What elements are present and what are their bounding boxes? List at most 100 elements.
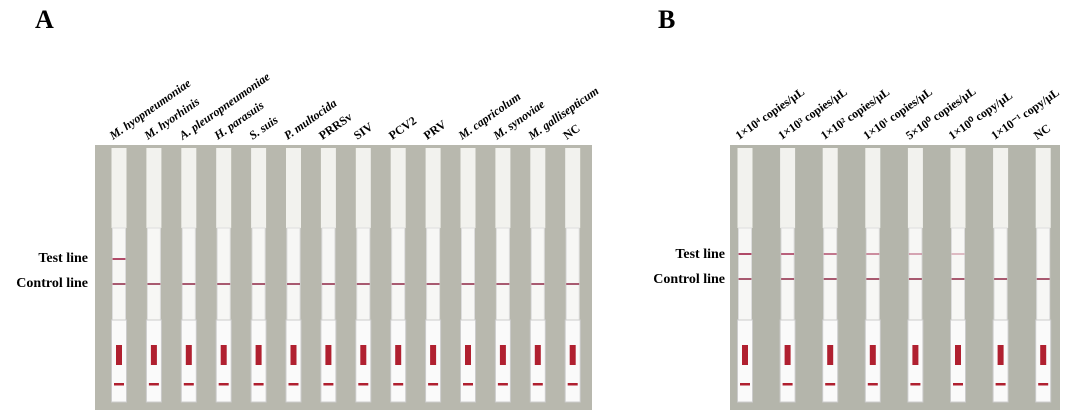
strip-pad (112, 148, 127, 228)
control-line (566, 283, 579, 285)
strip (113, 228, 126, 320)
max-mark (535, 345, 541, 365)
photo-background (95, 145, 592, 410)
max-line (825, 383, 835, 386)
control-line (462, 283, 475, 285)
max-mark (116, 345, 122, 365)
max-line (463, 383, 473, 386)
strip-pad (908, 148, 923, 228)
max-mark (827, 345, 833, 365)
max-line (498, 383, 508, 386)
control-line (866, 278, 879, 280)
strip (952, 228, 965, 320)
max-line (953, 383, 963, 386)
strip-pad (495, 148, 510, 228)
strip-pad (951, 148, 966, 228)
control-line (909, 278, 922, 280)
strip (462, 228, 475, 320)
strip-pad (321, 148, 336, 228)
strip (909, 228, 922, 320)
max-mark (360, 345, 366, 365)
max-mark (221, 345, 227, 365)
strip-pad (1036, 148, 1051, 228)
strip (1037, 228, 1050, 320)
test-line (952, 253, 965, 255)
test-line-label: Test line (38, 251, 88, 266)
strip (994, 228, 1007, 320)
test-line (824, 253, 837, 255)
strip-pad (356, 148, 371, 228)
max-mark (870, 345, 876, 365)
max-line (740, 383, 750, 386)
strip-pad (146, 148, 161, 228)
max-line (219, 383, 229, 386)
strip (531, 228, 544, 320)
strip-pad (565, 148, 580, 228)
strip-pad (993, 148, 1008, 228)
control-line (781, 278, 794, 280)
strip-pad (251, 148, 266, 228)
test-line (739, 253, 752, 255)
max-mark (465, 345, 471, 365)
test-line (113, 258, 126, 260)
strip (322, 228, 335, 320)
strip (357, 228, 370, 320)
control-line (217, 283, 230, 285)
test-line (909, 253, 922, 255)
test-line (866, 253, 879, 255)
strip (287, 228, 300, 320)
photo-background (730, 145, 1060, 410)
control-line (182, 283, 195, 285)
control-line (287, 283, 300, 285)
strip (182, 228, 195, 320)
test-line (781, 253, 794, 255)
control-line (739, 278, 752, 280)
strip (866, 228, 879, 320)
strip-label: SIV (351, 119, 376, 142)
max-line (783, 383, 793, 386)
max-mark (570, 345, 576, 365)
strip-pad (530, 148, 545, 228)
max-mark (785, 345, 791, 365)
strip-label: PRV (421, 117, 449, 143)
max-mark (1040, 345, 1046, 365)
strip-pad (780, 148, 795, 228)
strip-label: 1×10⁴ copies/μL (733, 85, 807, 143)
max-mark (325, 345, 331, 365)
max-line (358, 383, 368, 386)
max-line (254, 383, 264, 386)
max-mark (912, 345, 918, 365)
strip (147, 228, 160, 320)
strip-pad (461, 148, 476, 228)
strip (781, 228, 794, 320)
test-line-label: Test line (675, 247, 725, 262)
strip-label: PCV2 (386, 113, 419, 142)
strip (392, 228, 405, 320)
control-line (392, 283, 405, 285)
max-mark (430, 345, 436, 365)
control-line (824, 278, 837, 280)
strip (496, 228, 509, 320)
control-line (531, 283, 544, 285)
max-line (533, 383, 543, 386)
panel-label: B (658, 5, 675, 34)
max-line (910, 383, 920, 386)
max-mark (955, 345, 961, 365)
max-line (114, 383, 124, 386)
max-line (428, 383, 438, 386)
strip-pad (216, 148, 231, 228)
control-line-label: Control line (653, 272, 725, 287)
max-mark (742, 345, 748, 365)
strip-pad (426, 148, 441, 228)
control-line (252, 283, 265, 285)
max-line (323, 383, 333, 386)
strip (566, 228, 579, 320)
strip (252, 228, 265, 320)
max-mark (256, 345, 262, 365)
control-line (147, 283, 160, 285)
strip-pad (181, 148, 196, 228)
strip (824, 228, 837, 320)
control-line (113, 283, 126, 285)
max-line (149, 383, 159, 386)
strip-pad (823, 148, 838, 228)
